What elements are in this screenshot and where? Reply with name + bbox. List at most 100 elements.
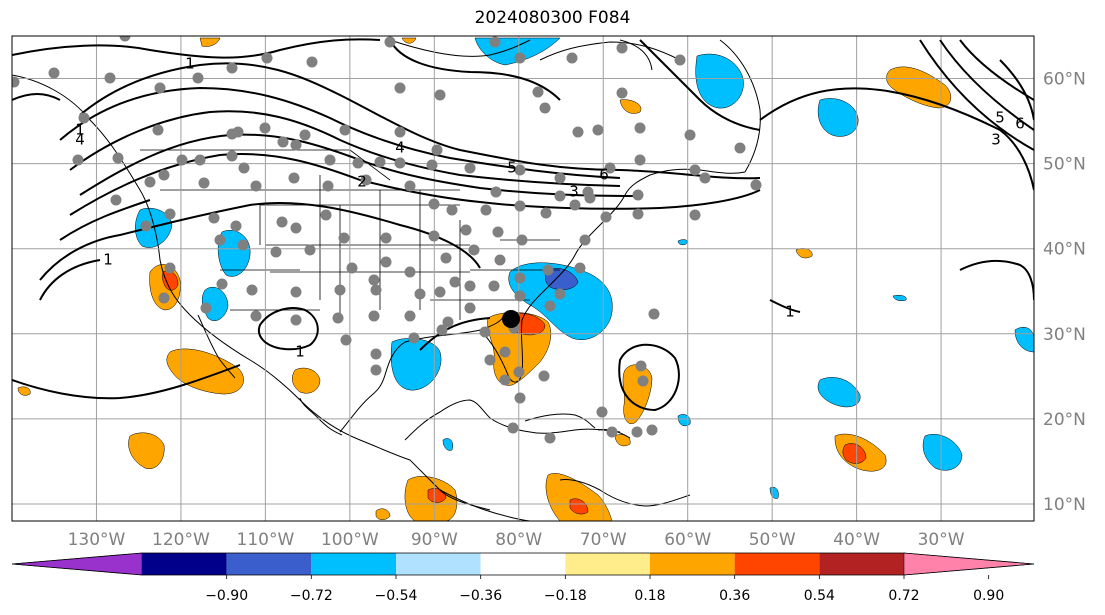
colorbar-segment bbox=[734, 553, 820, 575]
station-marker bbox=[370, 284, 382, 296]
station-marker bbox=[606, 426, 618, 438]
station-marker bbox=[306, 56, 318, 68]
station-marker bbox=[569, 199, 581, 211]
station-marker bbox=[104, 72, 116, 84]
contour-line bbox=[59, 86, 621, 179]
station-marker bbox=[480, 204, 492, 216]
station-marker bbox=[192, 72, 204, 84]
anomaly-region bbox=[817, 377, 861, 408]
station-marker bbox=[216, 278, 228, 290]
station-marker bbox=[637, 375, 649, 387]
colorbar-tick-label: −0.36 bbox=[459, 588, 502, 604]
station-marker bbox=[492, 226, 504, 238]
map-title: 2024080300 F084 bbox=[474, 8, 631, 28]
station-marker bbox=[514, 392, 526, 404]
station-marker bbox=[250, 180, 262, 192]
station-marker bbox=[176, 154, 188, 166]
contour-label: 6 bbox=[1015, 115, 1025, 133]
station-marker bbox=[499, 346, 511, 358]
station-marker bbox=[237, 239, 249, 251]
station-marker bbox=[634, 122, 646, 134]
coastline bbox=[559, 479, 691, 507]
station-marker bbox=[112, 152, 124, 164]
station-marker bbox=[507, 422, 519, 434]
anomaly-region bbox=[401, 37, 417, 44]
station-marker bbox=[290, 286, 302, 298]
contour-line bbox=[759, 87, 1034, 191]
anomaly-region bbox=[199, 37, 221, 47]
station-marker bbox=[689, 209, 701, 221]
colorbar bbox=[11, 552, 1035, 576]
station-marker bbox=[261, 52, 273, 64]
station-marker bbox=[368, 274, 380, 286]
station-marker bbox=[479, 326, 491, 338]
station-marker bbox=[384, 36, 396, 48]
station-marker bbox=[514, 164, 526, 176]
colorbar-tick-label: 0.72 bbox=[888, 588, 919, 604]
contour-line bbox=[389, 39, 561, 101]
colorbar-tick-label: −0.72 bbox=[290, 588, 333, 604]
colorbar-segment bbox=[903, 552, 1035, 576]
longitude-label: 40°W bbox=[833, 530, 880, 550]
station-marker bbox=[449, 276, 461, 288]
contour-label: 1 bbox=[785, 303, 795, 321]
anomaly-region bbox=[569, 498, 589, 515]
station-marker bbox=[290, 222, 302, 234]
coastline bbox=[619, 39, 653, 71]
station-marker bbox=[352, 157, 364, 169]
station-marker bbox=[374, 156, 386, 168]
anomaly-region bbox=[17, 386, 31, 396]
station-marker bbox=[499, 374, 511, 386]
station-marker bbox=[431, 144, 443, 156]
colorbar-segment bbox=[142, 553, 227, 575]
station-marker bbox=[632, 189, 644, 201]
station-marker bbox=[232, 126, 244, 138]
station-markers bbox=[12, 36, 762, 444]
station-marker bbox=[290, 139, 302, 151]
station-marker bbox=[370, 364, 382, 376]
anomaly-region bbox=[892, 294, 907, 302]
station-marker bbox=[604, 162, 616, 174]
station-marker bbox=[200, 302, 212, 314]
longitude-label: 100°W bbox=[321, 530, 379, 550]
station-marker bbox=[72, 154, 84, 166]
station-marker bbox=[544, 432, 556, 444]
anomaly-region bbox=[442, 438, 453, 451]
station-marker bbox=[514, 290, 526, 302]
contour-label: 1 bbox=[185, 55, 195, 73]
anomaly-region bbox=[545, 268, 579, 290]
contour-line bbox=[769, 299, 801, 313]
station-marker bbox=[246, 284, 258, 296]
station-marker bbox=[460, 224, 472, 236]
storm-center-marker bbox=[502, 310, 520, 328]
station-marker bbox=[464, 162, 476, 174]
station-marker bbox=[198, 177, 210, 189]
station-marker bbox=[514, 200, 526, 212]
station-marker bbox=[338, 232, 350, 244]
station-marker bbox=[464, 302, 476, 314]
colorbar-tick-label: 0.90 bbox=[973, 588, 1004, 604]
station-marker bbox=[584, 192, 596, 204]
station-marker bbox=[414, 288, 426, 300]
station-marker bbox=[158, 169, 170, 181]
station-marker bbox=[544, 300, 556, 312]
station-marker bbox=[320, 209, 332, 221]
colorbar-tick-label: 0.36 bbox=[719, 588, 750, 604]
anomaly-region bbox=[817, 98, 859, 137]
colorbar-segment bbox=[480, 553, 566, 575]
colorbar-segment bbox=[819, 553, 904, 575]
anomaly-region bbox=[695, 53, 744, 109]
station-marker bbox=[152, 124, 164, 136]
coastline bbox=[299, 397, 343, 436]
station-marker bbox=[277, 136, 289, 148]
station-marker bbox=[380, 256, 392, 268]
station-marker bbox=[12, 76, 20, 88]
station-marker bbox=[394, 157, 406, 169]
station-marker bbox=[380, 232, 392, 244]
station-marker bbox=[404, 180, 416, 192]
contour-line bbox=[79, 62, 761, 180]
station-marker bbox=[434, 89, 446, 101]
station-marker bbox=[554, 172, 566, 184]
latitude-label: 30°N bbox=[1043, 325, 1086, 345]
